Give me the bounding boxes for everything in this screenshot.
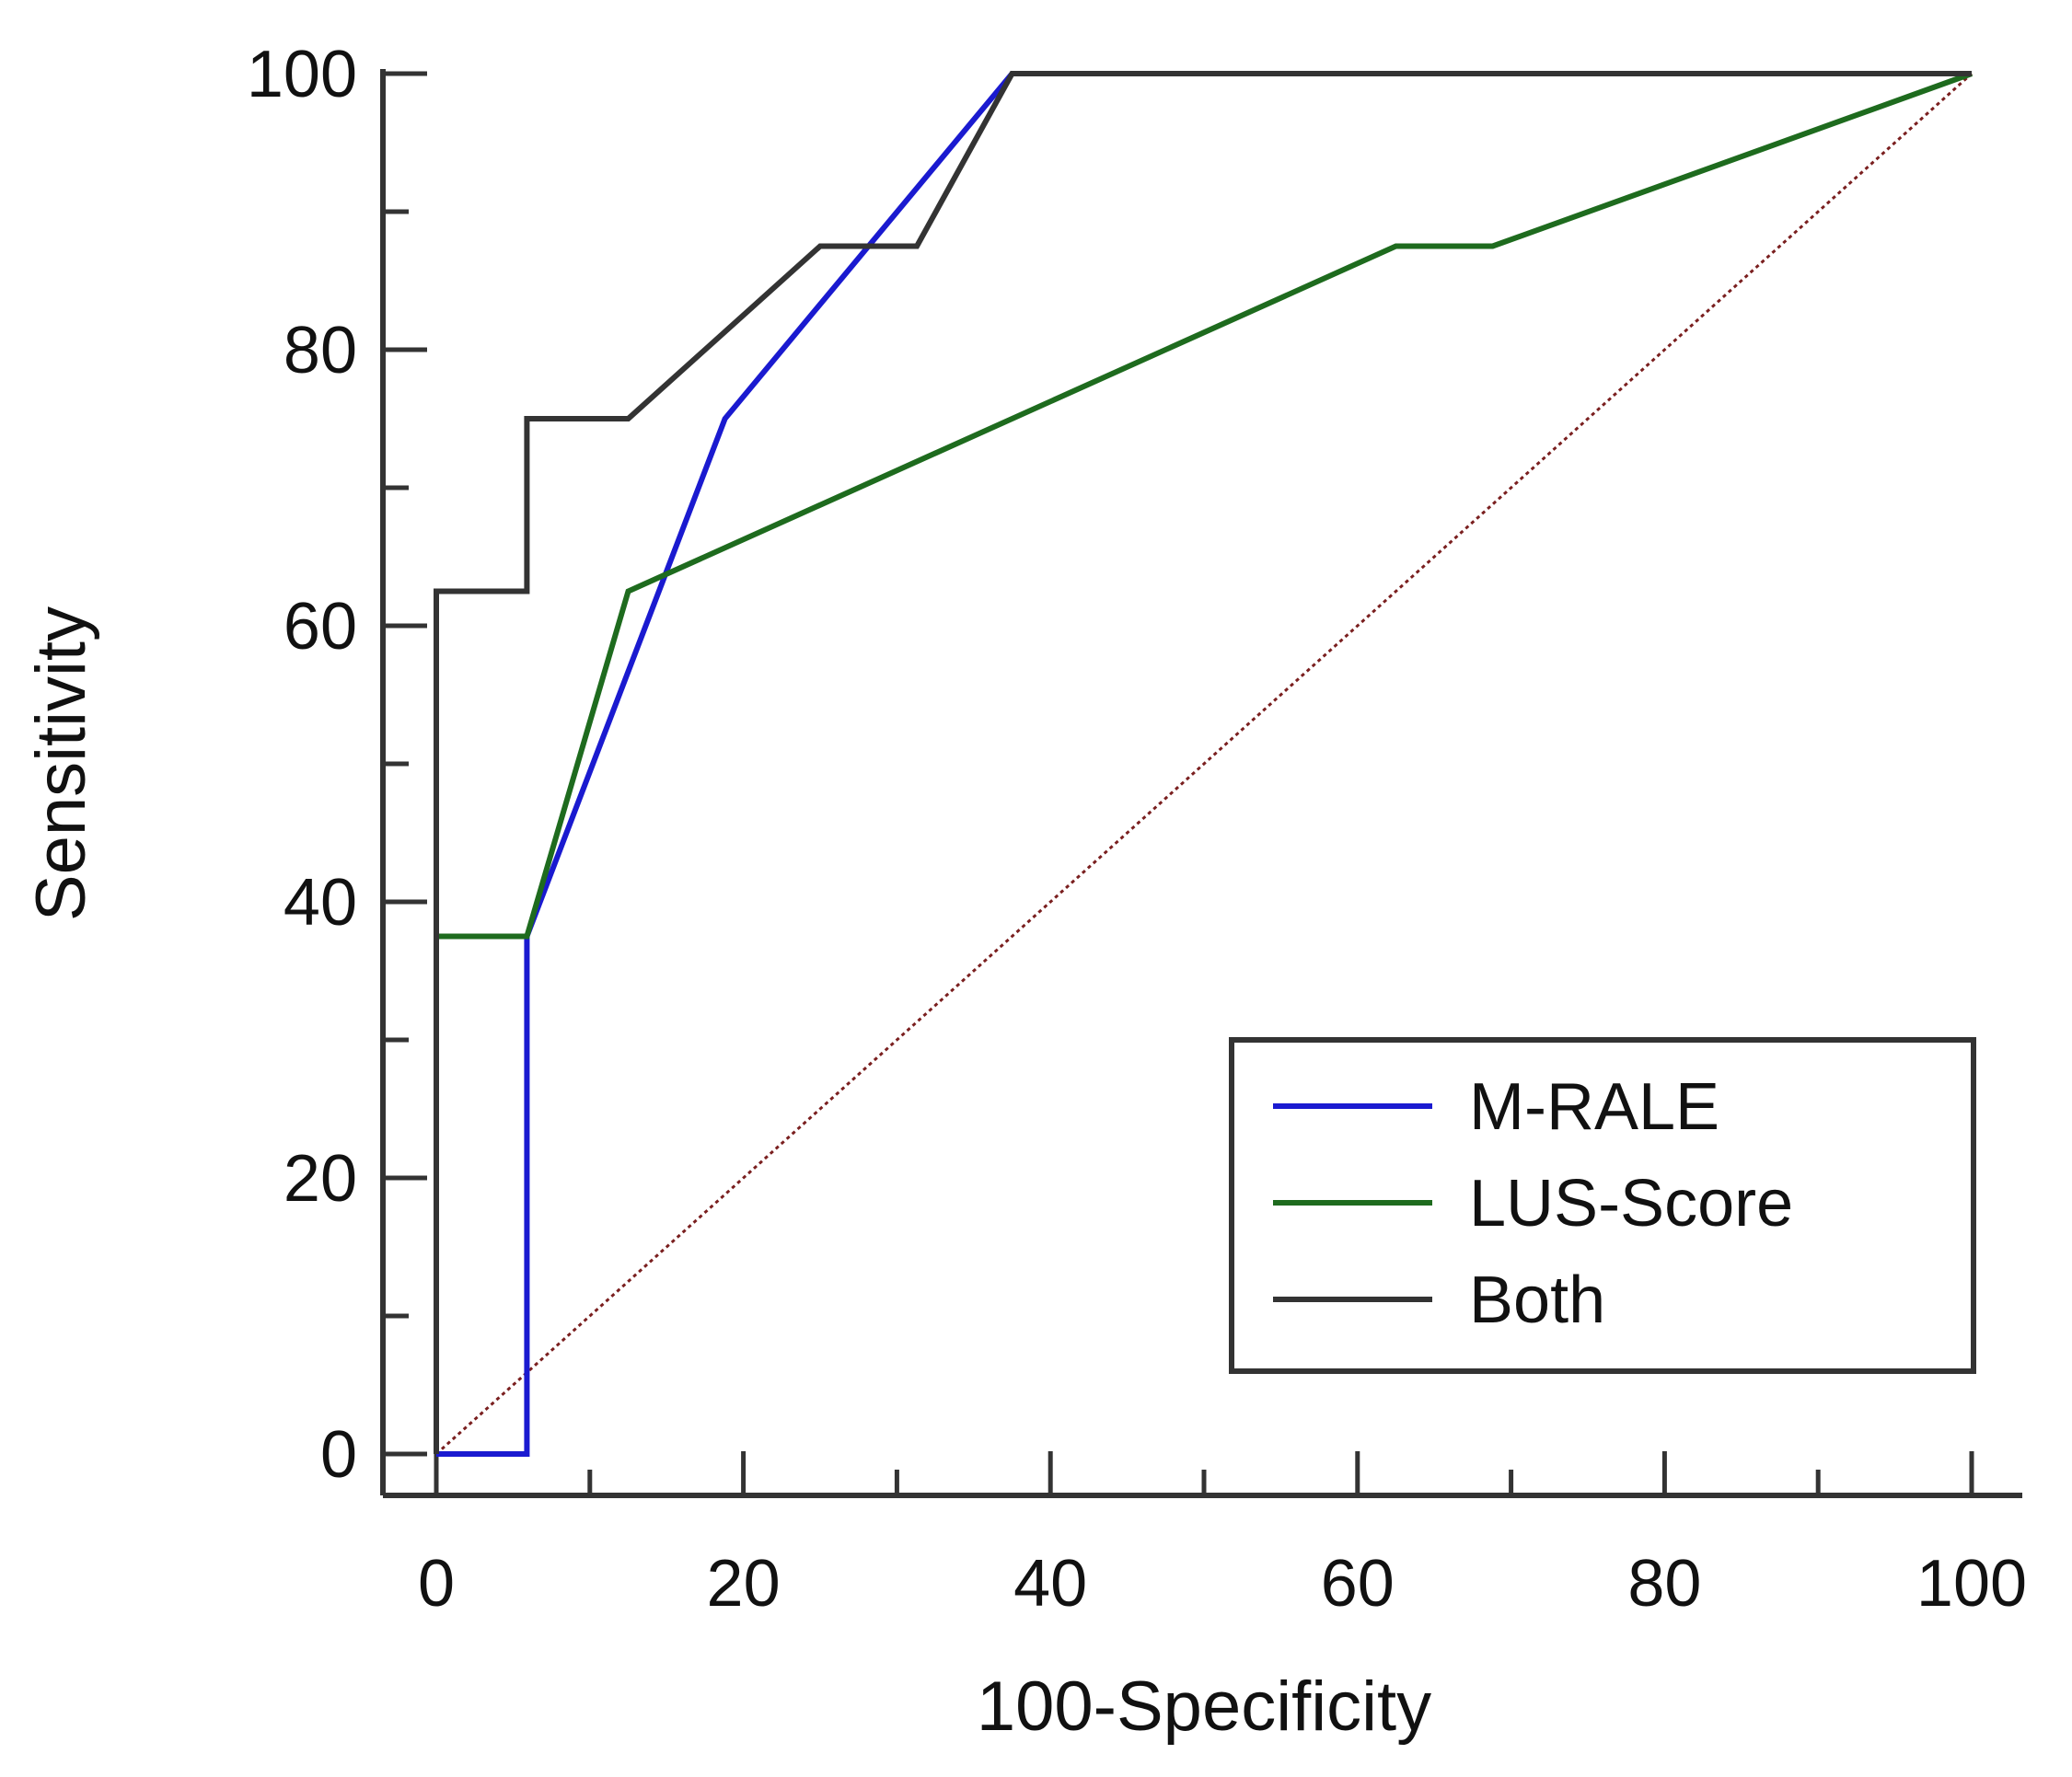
legend-label-both: Both xyxy=(1469,1264,1605,1337)
x-tick-label: 0 xyxy=(418,1547,455,1621)
x-tick-label: 20 xyxy=(707,1547,781,1621)
y-tick-label: 100 xyxy=(247,38,357,111)
legend-label-m-rale: M-RALE xyxy=(1469,1070,1719,1144)
x-tick-label: 80 xyxy=(1627,1547,1701,1621)
legend-box xyxy=(1229,1037,1976,1374)
y-tick-label: 60 xyxy=(284,590,357,663)
x-tick-label: 60 xyxy=(1321,1547,1395,1621)
reference-diagonal-line xyxy=(434,72,1974,1456)
y-tick-label: 20 xyxy=(284,1142,357,1216)
y-axis-title: Sensitivity xyxy=(22,606,100,921)
x-tick-label: 100 xyxy=(1916,1547,2027,1621)
legend-label-lus-score: LUS-Score xyxy=(1469,1167,1793,1240)
series-line-both xyxy=(434,71,1972,1454)
y-tick-label: 0 xyxy=(320,1418,357,1492)
x-axis-title: 100-Specificity xyxy=(977,1667,1431,1746)
x-tick-label: 40 xyxy=(1013,1547,1087,1621)
y-tick-label: 40 xyxy=(284,866,357,940)
y-tick-label: 80 xyxy=(284,314,357,387)
